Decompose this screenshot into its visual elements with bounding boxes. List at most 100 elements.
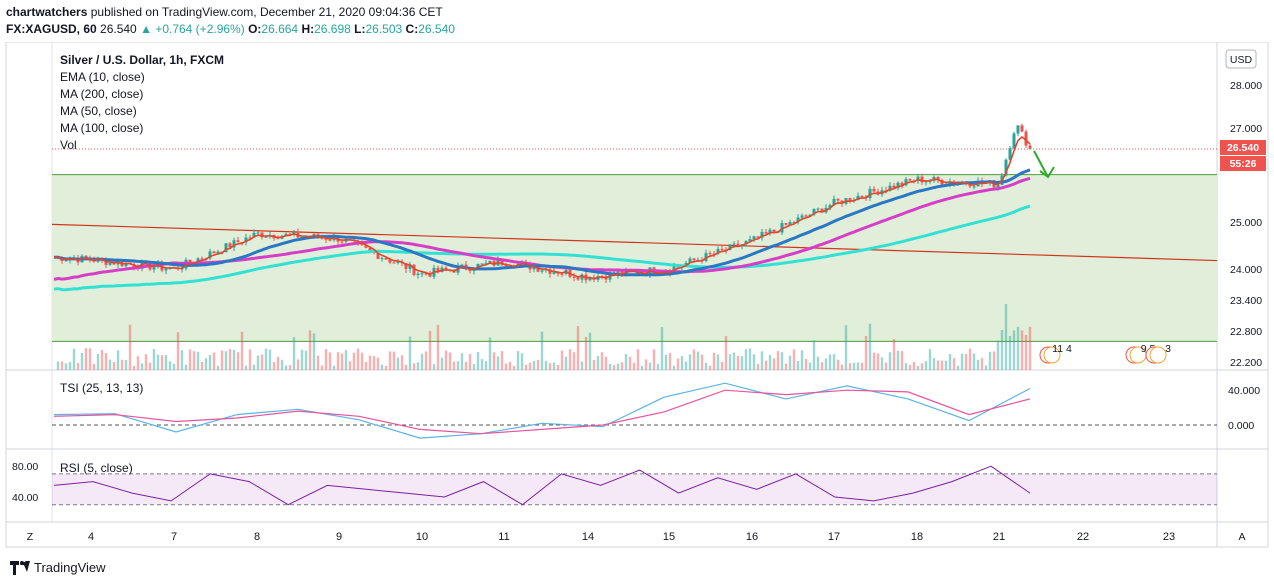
close-label: C: bbox=[405, 22, 419, 36]
volume-bar bbox=[684, 361, 688, 370]
forecast-arrowhead bbox=[1039, 166, 1055, 179]
candle-body bbox=[908, 179, 912, 181]
volume-bar bbox=[140, 363, 144, 370]
candle-body bbox=[856, 195, 860, 200]
volume-bar bbox=[492, 352, 496, 370]
volume-bar bbox=[532, 360, 536, 370]
volume-bar bbox=[856, 362, 860, 370]
chart-title: Silver / U.S. Dollar, 1h, FXCM bbox=[60, 53, 224, 67]
volume-bar bbox=[176, 332, 180, 370]
candle-body bbox=[256, 232, 260, 234]
volume-bar bbox=[636, 349, 640, 370]
candle-body bbox=[868, 188, 872, 198]
auto-scale-button[interactable]: A bbox=[1238, 531, 1245, 543]
candle-body bbox=[108, 261, 112, 265]
legend-ema10[interactable]: EMA (10, close) bbox=[60, 70, 145, 84]
author-name[interactable]: chartwatchers bbox=[6, 5, 88, 19]
volume-bar bbox=[124, 360, 128, 370]
consolidation-zone bbox=[52, 174, 1217, 342]
candle-body bbox=[684, 262, 688, 266]
volume-bar bbox=[204, 358, 208, 370]
volume-bar bbox=[960, 353, 964, 370]
candle-body bbox=[504, 265, 508, 267]
zoom-button[interactable]: Z bbox=[27, 531, 34, 543]
candle-body bbox=[688, 258, 692, 263]
volume-bar bbox=[320, 365, 324, 370]
volume-bar bbox=[708, 365, 712, 370]
candle-body bbox=[768, 229, 772, 234]
volume-bar bbox=[848, 363, 852, 370]
symbol-name[interactable]: FX:XAGUSD, 60 bbox=[6, 22, 97, 36]
candle-body bbox=[248, 237, 252, 239]
volume-bar bbox=[500, 351, 504, 370]
legend-ma200[interactable]: MA (200, close) bbox=[60, 87, 143, 101]
volume-bar bbox=[324, 349, 328, 370]
volume-bar bbox=[256, 355, 260, 370]
candle-body bbox=[444, 267, 448, 270]
high-label: H: bbox=[301, 22, 315, 36]
candle-body bbox=[216, 251, 220, 254]
volume-bar bbox=[340, 353, 344, 370]
candle-body bbox=[872, 188, 876, 192]
volume-bar bbox=[1004, 304, 1008, 370]
candle-body bbox=[576, 277, 580, 280]
legend-ma100[interactable]: MA (100, close) bbox=[60, 121, 143, 135]
candle-body bbox=[848, 198, 852, 202]
volume-bar bbox=[476, 352, 480, 370]
candle-body bbox=[888, 185, 892, 191]
volume-bar bbox=[444, 350, 448, 370]
candle-body bbox=[1012, 133, 1016, 149]
volume-bar bbox=[932, 357, 936, 370]
volume-bar bbox=[104, 352, 108, 370]
candle-body bbox=[748, 239, 752, 242]
trendline[interactable] bbox=[51, 223, 1218, 262]
volume-bar bbox=[808, 362, 812, 370]
volume-bar bbox=[232, 349, 236, 370]
rsi-series-line bbox=[53, 465, 1031, 506]
volume-bar bbox=[400, 355, 404, 370]
chart-frame bbox=[5, 42, 1269, 548]
volume-bar bbox=[620, 362, 624, 370]
price-axis-ticks: 28.000 27.000 25.000 24.000 23.400 22.800 22.2… bbox=[1230, 80, 1262, 369]
volume-bar bbox=[728, 354, 732, 370]
volume-bar bbox=[116, 350, 120, 370]
candle-body bbox=[260, 232, 264, 238]
chart-area[interactable]: 11 49 53 Silver / U.S. Dollar, 1h, FXCM … bbox=[0, 42, 1274, 550]
volume-bar bbox=[156, 354, 160, 370]
tradingview-logo-icon bbox=[10, 560, 30, 575]
volume-bar bbox=[432, 364, 436, 370]
volume-bar bbox=[488, 337, 492, 370]
volume-bar bbox=[144, 354, 148, 370]
volume-bar bbox=[236, 352, 240, 370]
rsi-title[interactable]: RSI (5, close) bbox=[60, 461, 133, 475]
volume-bar bbox=[552, 362, 556, 370]
volume-bar bbox=[188, 349, 192, 370]
volume-bar bbox=[436, 324, 440, 370]
candle-body bbox=[416, 273, 420, 276]
volume-bar bbox=[544, 360, 548, 370]
volume-bar bbox=[392, 351, 396, 370]
candle-body bbox=[360, 242, 364, 246]
candle-body bbox=[752, 236, 756, 240]
candle-body bbox=[784, 223, 788, 225]
tsi-title[interactable]: TSI (25, 13, 13) bbox=[60, 381, 143, 395]
currency-button[interactable] bbox=[1225, 49, 1257, 69]
candle-body bbox=[692, 258, 696, 261]
volume-bar bbox=[688, 354, 692, 370]
legend-vol[interactable]: Vol bbox=[60, 138, 77, 152]
price-tick-label: 22.200 bbox=[1230, 357, 1262, 369]
candle-body bbox=[1016, 125, 1020, 134]
candle-body bbox=[828, 205, 832, 208]
candle-body bbox=[756, 236, 760, 238]
tsi-tick-label: 40.000 bbox=[1228, 385, 1260, 397]
economic-events[interactable]: 11 49 53 bbox=[1039, 343, 1171, 364]
volume-bar bbox=[304, 350, 308, 370]
volume-bar bbox=[608, 364, 612, 370]
volume-bar bbox=[196, 351, 200, 370]
candle-body bbox=[152, 267, 156, 270]
volume-bar bbox=[600, 352, 604, 370]
legend-ma50[interactable]: MA (50, close) bbox=[60, 104, 137, 118]
ma50-line bbox=[53, 168, 1031, 277]
time-tick-label: 4 bbox=[88, 531, 94, 543]
volume-bar bbox=[964, 353, 968, 370]
